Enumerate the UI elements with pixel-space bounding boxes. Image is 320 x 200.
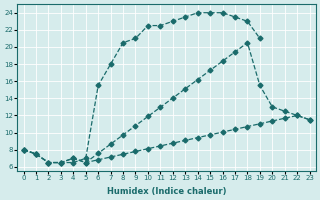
X-axis label: Humidex (Indice chaleur): Humidex (Indice chaleur) [107,187,226,196]
